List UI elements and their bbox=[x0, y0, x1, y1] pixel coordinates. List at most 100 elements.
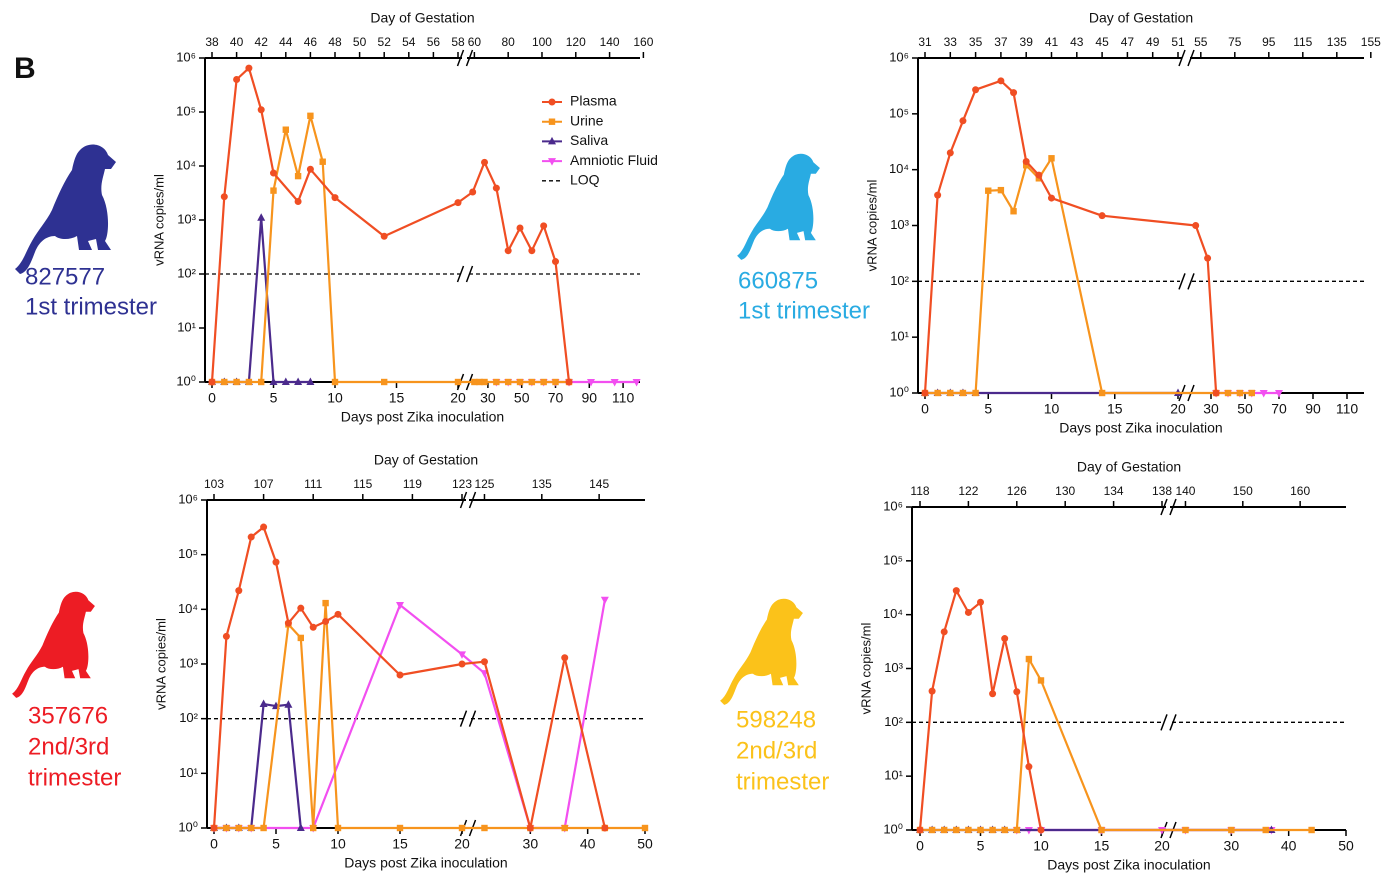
marker bbox=[248, 824, 255, 832]
marker bbox=[977, 598, 984, 606]
top-tick-label: 111 bbox=[304, 477, 323, 491]
marker bbox=[1098, 389, 1106, 397]
top-tick-label: 125 bbox=[474, 477, 494, 491]
top-tick-label: 54 bbox=[402, 35, 416, 49]
marker bbox=[322, 617, 330, 625]
top-tick-label: 120 bbox=[566, 35, 586, 49]
marker bbox=[481, 378, 488, 386]
marker bbox=[1001, 635, 1009, 643]
marker bbox=[396, 671, 404, 679]
top-tick-label: 135 bbox=[532, 477, 552, 491]
marker bbox=[235, 824, 242, 832]
top-tick-label: 47 bbox=[1121, 35, 1135, 49]
marker bbox=[458, 651, 466, 659]
x-axis-title: Days post Zika inoculation bbox=[1059, 420, 1222, 436]
top-tick-label: 38 bbox=[205, 35, 219, 49]
marker bbox=[1010, 89, 1018, 97]
top-tick-label: 115 bbox=[353, 477, 372, 491]
marker bbox=[306, 377, 315, 385]
marker bbox=[1259, 390, 1268, 398]
marker bbox=[284, 619, 292, 627]
x-tick-label: 20 bbox=[454, 836, 470, 852]
marker bbox=[493, 378, 500, 386]
legend-label: LOQ bbox=[570, 172, 600, 188]
marker bbox=[1248, 389, 1255, 397]
y-tick-label: 10⁶ bbox=[178, 491, 198, 506]
top-tick-label: 119 bbox=[403, 477, 422, 491]
marker bbox=[561, 654, 569, 662]
top-tick-label: 42 bbox=[255, 35, 269, 49]
marker bbox=[548, 98, 556, 106]
marker bbox=[334, 824, 342, 832]
top-tick-label: 100 bbox=[532, 35, 552, 49]
y-tick-label: 10¹ bbox=[890, 329, 909, 344]
x-tick-label: 50 bbox=[1338, 838, 1354, 854]
marker bbox=[632, 379, 641, 387]
marker bbox=[540, 378, 547, 386]
marker bbox=[296, 823, 305, 831]
axis-break bbox=[468, 710, 477, 727]
top-tick-label: 140 bbox=[1175, 484, 1195, 498]
y-tick-label: 10⁴ bbox=[889, 161, 909, 176]
marker bbox=[381, 378, 388, 386]
top-tick-label: 48 bbox=[328, 35, 342, 49]
marker bbox=[1192, 222, 1200, 229]
x-tick-label: 40 bbox=[580, 836, 596, 852]
y-tick-label: 10³ bbox=[179, 655, 198, 670]
marker bbox=[259, 699, 268, 708]
marker bbox=[269, 377, 278, 385]
monkey-silhouette bbox=[12, 591, 95, 698]
marker bbox=[270, 187, 277, 194]
top-tick-label: 95 bbox=[1262, 35, 1276, 49]
marker bbox=[1308, 826, 1315, 834]
marker bbox=[1025, 763, 1033, 771]
axis-break bbox=[1187, 273, 1195, 290]
marker bbox=[1037, 826, 1045, 834]
top-tick-label: 138 bbox=[1152, 484, 1172, 498]
marker bbox=[235, 587, 243, 595]
marker bbox=[297, 604, 305, 612]
top-tick-label: 115 bbox=[1293, 35, 1312, 49]
x-axis-title: Days post Zika inoculation bbox=[1047, 857, 1210, 873]
subject-id: 660875 bbox=[738, 267, 818, 294]
marker bbox=[281, 377, 290, 385]
y-tick-label: 10⁶ bbox=[883, 498, 903, 513]
marker bbox=[309, 623, 317, 631]
marker bbox=[941, 826, 948, 834]
axis-break bbox=[1178, 49, 1186, 67]
marker bbox=[458, 824, 466, 832]
top-tick-label: 140 bbox=[600, 35, 620, 49]
marker bbox=[481, 158, 489, 166]
axis-break bbox=[1187, 49, 1195, 67]
top-tick-label: 41 bbox=[1045, 35, 1059, 49]
marker bbox=[977, 826, 984, 834]
marker bbox=[322, 599, 329, 607]
marker bbox=[561, 824, 568, 832]
top-tick-label: 107 bbox=[254, 477, 274, 491]
axis-break bbox=[1160, 714, 1168, 731]
axis-break bbox=[1178, 273, 1186, 290]
marker bbox=[610, 379, 619, 387]
x-tick-label: 10 bbox=[1033, 838, 1049, 854]
marker bbox=[1037, 677, 1045, 684]
monkey-silhouette bbox=[737, 153, 820, 260]
marker bbox=[548, 136, 556, 145]
top-tick-label: 160 bbox=[1290, 484, 1310, 498]
marker bbox=[222, 632, 230, 640]
marker bbox=[247, 533, 255, 541]
marker bbox=[548, 118, 556, 125]
series-line bbox=[214, 602, 645, 830]
subject-group: 1st trimester bbox=[738, 297, 870, 324]
monkey-silhouette bbox=[15, 144, 116, 274]
x-tick-label: 10 bbox=[330, 836, 346, 852]
y-axis-title: vRNA copies/ml bbox=[153, 618, 168, 710]
marker bbox=[1025, 655, 1033, 663]
marker bbox=[492, 184, 500, 192]
x-tick-label: 0 bbox=[916, 838, 924, 854]
marker bbox=[454, 199, 462, 207]
y-tick-label: 10² bbox=[884, 714, 903, 729]
marker bbox=[221, 378, 228, 386]
marker bbox=[396, 602, 404, 610]
